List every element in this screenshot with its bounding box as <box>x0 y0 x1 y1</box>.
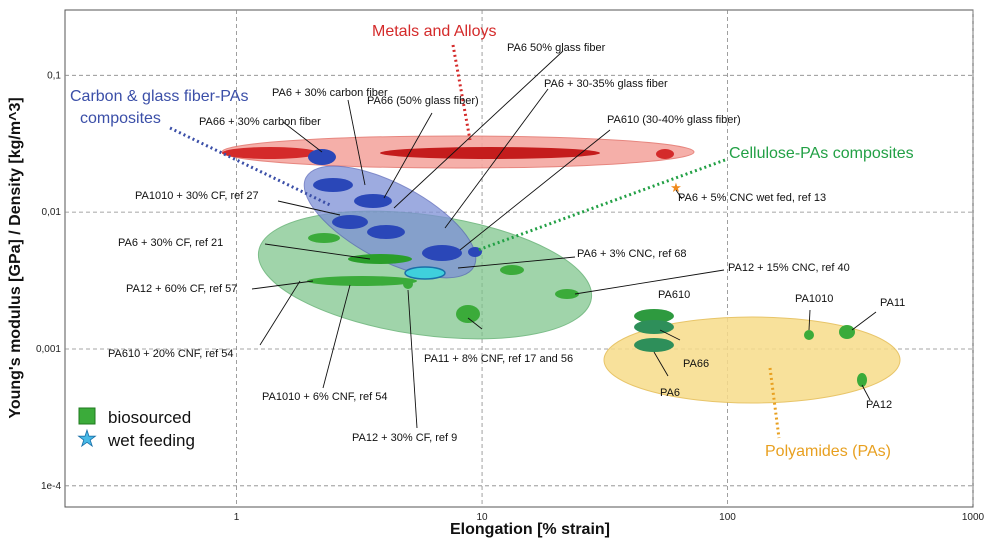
point-pa12 <box>857 373 867 387</box>
points: ★ <box>307 149 867 387</box>
x-tick-label: 10 <box>476 512 488 523</box>
legend-wet-feeding-label: wet feeding <box>107 431 195 450</box>
group-title-metals: Metals and Alloys <box>372 23 497 40</box>
label-pa6-5cnc-wet: PA6 + 5% CNC wet fed, ref 13 <box>678 192 826 204</box>
point-pa6-30cf <box>348 254 412 264</box>
label-pa1010: PA1010 <box>795 293 833 305</box>
x-axis-title: Elongation [% strain] <box>450 521 610 538</box>
label-pa66-30cf-carbon: PA66 + 30% carbon fiber <box>199 116 321 128</box>
point-wet-fed-star: ★ <box>670 180 682 195</box>
label-pa12-30cf: PA12 + 30% CF, ref 9 <box>352 432 457 444</box>
metals-blob <box>222 147 318 159</box>
label-pa6: PA6 <box>660 387 680 399</box>
point-pa66-50gf <box>354 194 392 208</box>
point-pa610-30-40gf <box>422 245 462 261</box>
label-pa1010-6cnf: PA1010 + 6% CNF, ref 54 <box>262 391 387 403</box>
label-pa66-50gf: PA66 (50% glass fiber) <box>367 95 479 107</box>
label-pa66: PA66 <box>683 358 709 370</box>
point-pa1010-30cf <box>308 233 340 243</box>
point-pa12-30cf <box>403 279 413 289</box>
point-pa6-30-35gf <box>367 225 405 239</box>
point-wet-cnc-small <box>404 266 446 280</box>
x-tick-label: 100 <box>719 512 736 523</box>
metals-blob <box>656 149 674 159</box>
point-pa6-3cnc <box>500 265 524 275</box>
group-title-carbon-line2: composites <box>80 110 161 127</box>
leader-lines <box>251 50 877 429</box>
point-pa12-15cnc <box>555 289 579 299</box>
y-axis-title: Young's modulus [GPa] / Density [kg/m^3] <box>7 97 24 418</box>
y-tick-label: 0,1 <box>47 70 61 81</box>
label-pa6-30cf: PA6 + 30% CF, ref 21 <box>118 237 223 249</box>
point-pa610 <box>634 309 674 323</box>
label-pa6-3cnc: PA6 + 3% CNC, ref 68 <box>577 248 687 260</box>
x-tick-label: 1 <box>234 512 240 523</box>
point-pa6-30cf-carbon <box>308 149 336 165</box>
point-pa1010 <box>804 330 814 340</box>
legend-biosourced-label: biosourced <box>108 408 191 427</box>
label-pa6-50gf: PA6 50% glass fiber <box>507 42 606 54</box>
point-pa6-50gf <box>332 215 368 229</box>
svg-text:Carbon & glass fiber-PAs c: Carbon & glass fiber-PAs composites <box>70 88 253 127</box>
label-pa1010-30cf: PA1010 + 30% CF, ref 27 <box>135 190 259 202</box>
metals-blob <box>380 147 600 159</box>
group-title-cellulose: Cellulose-PAs composites <box>729 145 914 162</box>
point-labels: PA6 + 30% carbon fiber PA66 + 30% carbon… <box>108 42 905 444</box>
group-title-polyamides: Polyamides (PAs) <box>765 443 891 460</box>
legend: biosourced ★ wet feeding <box>77 407 195 451</box>
label-pa12-15cnc: PA12 + 15% CNC, ref 40 <box>728 262 850 274</box>
label-pa610: PA610 <box>658 289 690 301</box>
point-pa12-60cf <box>307 276 417 286</box>
point-pa11 <box>839 325 855 339</box>
region-metals <box>221 135 695 169</box>
label-pa6-30cf-carbon: PA6 + 30% carbon fiber <box>272 87 388 99</box>
group-title-carbon-line1: Carbon & glass fiber-PAs <box>70 88 248 105</box>
y-tick-label: 0,01 <box>42 207 62 218</box>
legend-wet-feeding-star-icon: ★ <box>77 426 97 451</box>
label-pa11: PA11 <box>880 297 905 309</box>
y-tick-label: 0,001 <box>36 344 61 355</box>
x-tick-label: 1000 <box>962 512 985 523</box>
point-pa6 <box>634 338 674 352</box>
tick-labels: 1 10 100 1000 1e-4 0,001 0,01 0,1 <box>36 70 985 523</box>
y-tick-label: 1e-4 <box>41 481 61 492</box>
point-pa66 <box>634 320 674 334</box>
legend-biosourced-swatch <box>78 407 96 425</box>
label-pa610-20cnf: PA610 + 20% CNF, ref 54 <box>108 348 233 360</box>
point-pa11-8cnf <box>456 305 480 323</box>
point-pa66-30cf-carbon <box>313 178 353 192</box>
point-pa6-30gf-blue-small <box>468 247 482 257</box>
group-connectors <box>169 44 781 439</box>
group-titles: Metals and Alloys Carbon & glass fiber-P… <box>70 23 914 460</box>
label-pa6-30-35gf: PA6 + 30-35% glass fiber <box>544 78 668 90</box>
label-pa11-8cnf: PA11 + 8% CNF, ref 17 and 56 <box>424 353 573 365</box>
label-pa610-30-40gf: PA610 (30-40% glass fiber) <box>607 114 741 126</box>
label-pa12: PA12 <box>866 399 892 411</box>
label-pa12-60cf: PA12 + 60% CF, ref 57 <box>126 283 237 295</box>
